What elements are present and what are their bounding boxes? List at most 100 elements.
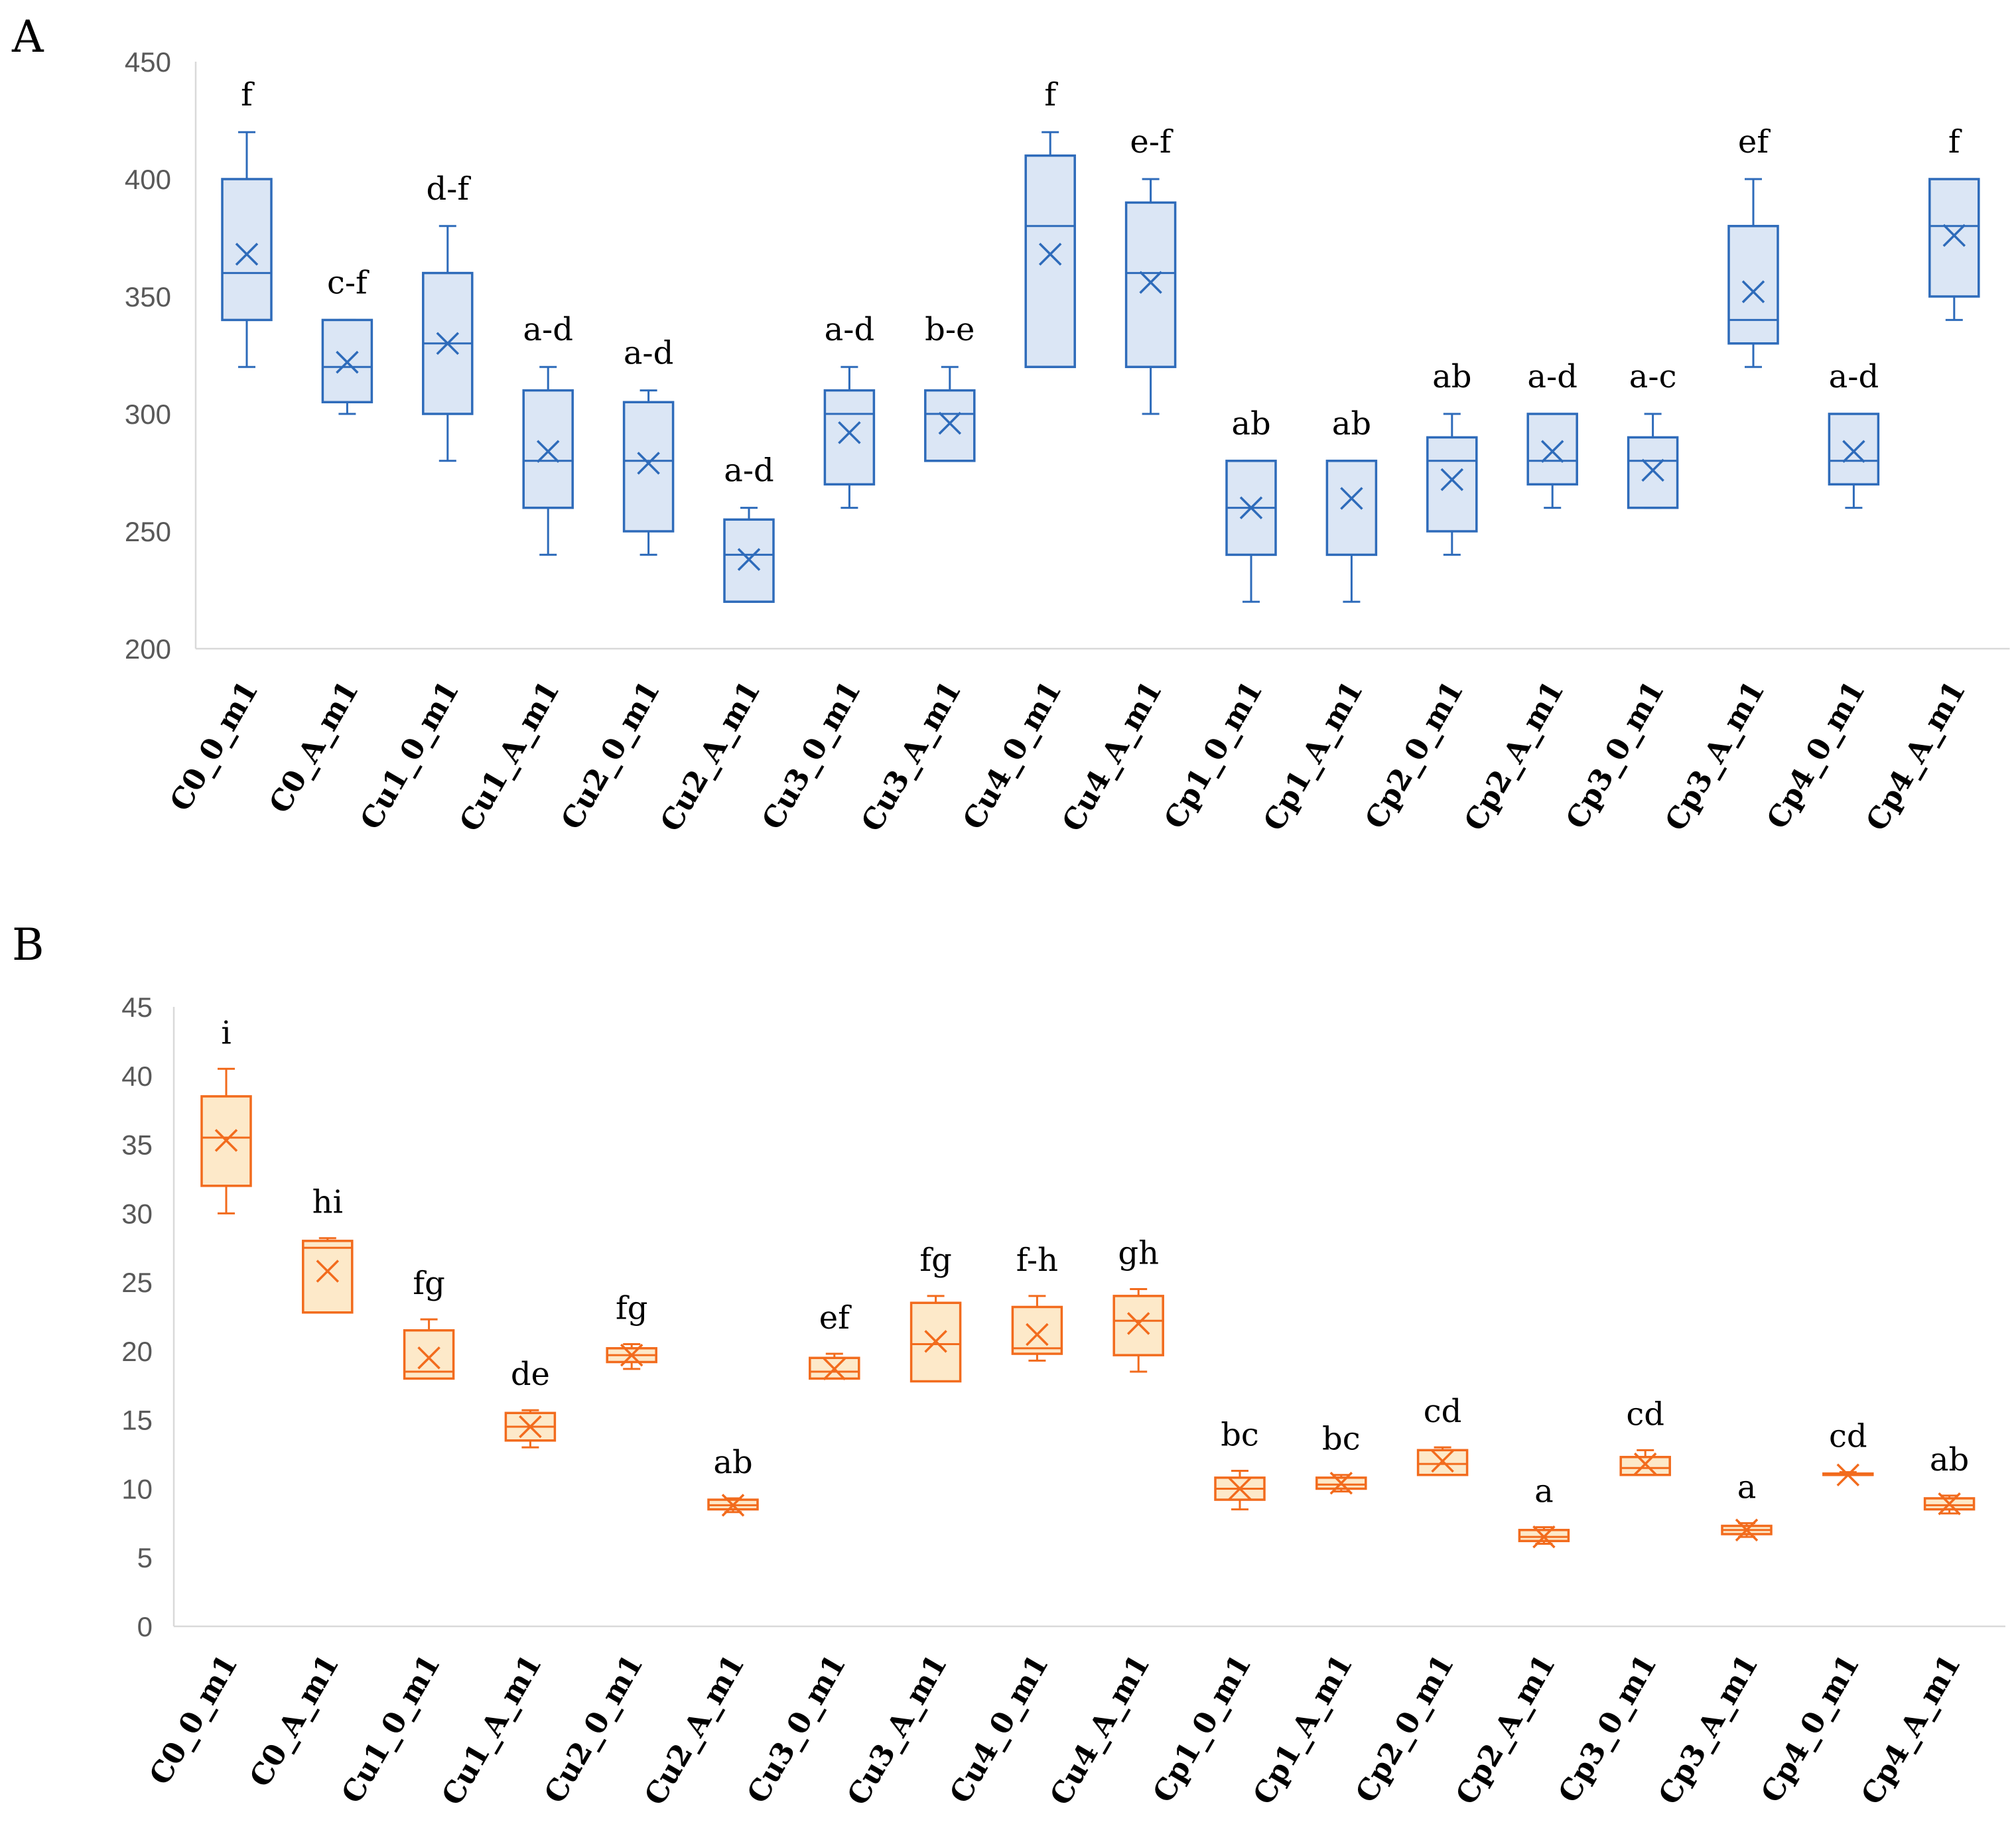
box-group	[1518, 1525, 1570, 1549]
significance-letter: a-d	[724, 452, 774, 490]
y-tick-label: 30	[121, 1198, 153, 1229]
chart-panel-a: A 200 250 300 350 400 450 f C0_0_m1 c-f C0_A_m1 d-…	[11, 11, 2010, 838]
significance-letter: cd	[1829, 1418, 1867, 1455]
significance-letter: f	[1044, 76, 1058, 113]
significance-letter: f	[241, 76, 255, 113]
y-tick-label: 350	[125, 281, 171, 312]
box-group	[1619, 1449, 1671, 1476]
box-group	[1024, 131, 1076, 368]
significance-letter: a-c	[1629, 358, 1677, 395]
box-group	[1325, 460, 1378, 603]
mean-marker	[1431, 1449, 1454, 1473]
mean-marker	[316, 1260, 340, 1283]
significance-letter: d-f	[426, 170, 471, 208]
box-iqr	[1426, 436, 1478, 533]
mean-marker	[1540, 440, 1564, 463]
y-tick-label: 15	[121, 1405, 153, 1436]
x-tick-label: Cu3_0_m1	[756, 675, 868, 836]
mean-marker	[1735, 1518, 1759, 1541]
x-tick-label: Cp4_A_m1	[1859, 675, 1972, 836]
significance-letter: fg	[919, 1242, 952, 1279]
box-group	[1416, 1446, 1469, 1476]
significance-letter: i	[221, 1014, 231, 1051]
significance-letter: e-f	[1130, 123, 1174, 161]
box-iqr	[1526, 413, 1578, 486]
box-group	[1923, 1492, 1976, 1516]
x-tick-label: Cp1_A_m1	[1246, 1649, 1359, 1810]
mean-marker	[1038, 243, 1062, 266]
box-iqr	[1124, 201, 1177, 368]
x-tick-label: C0_0_m1	[143, 1649, 245, 1791]
box-iqr	[1011, 1305, 1063, 1355]
significance-letter: fg	[616, 1290, 648, 1327]
significance-letter: ab	[1332, 405, 1371, 442]
x-tick-label: Cp3_A_m1	[1652, 1649, 1765, 1810]
y-tick-label: 0	[137, 1611, 153, 1642]
box-group	[403, 1318, 455, 1380]
significance-letter: a	[1534, 1473, 1554, 1510]
mean-marker	[1633, 1452, 1657, 1476]
x-tick-label: Cu3_0_m1	[740, 1649, 852, 1809]
y-tick-label: 25	[121, 1267, 153, 1298]
y-tick-label: 45	[121, 992, 153, 1023]
significance-letter: a-d	[1829, 358, 1879, 395]
mean-marker	[1440, 468, 1464, 491]
significance-letter: ef	[1738, 123, 1771, 161]
x-tick-label: Cu1_A_m1	[435, 1649, 549, 1811]
significance-letter: b-e	[925, 311, 974, 348]
box-group	[1214, 1469, 1266, 1511]
box-group	[622, 389, 675, 556]
panel-label-b: B	[12, 919, 44, 970]
x-tick-label: Cu1_0_m1	[354, 675, 466, 836]
x-tick-label: Cp3_A_m1	[1658, 675, 1771, 836]
x-tick-label: Cu3_A_m1	[840, 1649, 954, 1811]
box-group	[302, 1237, 354, 1314]
box-iqr	[622, 401, 675, 533]
mean-marker	[519, 1415, 542, 1439]
box-group	[1727, 178, 1779, 368]
y-tick-label: 450	[125, 46, 171, 78]
mean-marker	[1239, 496, 1263, 519]
mean-marker	[1842, 440, 1865, 463]
box-group	[522, 365, 574, 556]
box-group	[1828, 413, 1880, 509]
significance-letter: gh	[1118, 1234, 1159, 1272]
y-tick-label: 20	[121, 1336, 153, 1367]
box-group	[1011, 1295, 1063, 1362]
x-tick-label: Cp1_A_m1	[1257, 675, 1370, 836]
box-group	[221, 131, 273, 368]
mean-marker	[1329, 1471, 1353, 1495]
significance-letter: cd	[1424, 1393, 1462, 1430]
y-tick-label: 10	[121, 1473, 153, 1504]
mean-marker	[536, 440, 560, 463]
x-tick-label: C0_A_m1	[263, 675, 366, 819]
x-tick-label: Cp1_0_m1	[1146, 1649, 1258, 1808]
significance-letter: ef	[819, 1299, 852, 1337]
box-group	[1315, 1471, 1367, 1495]
significance-letter: cd	[1626, 1396, 1664, 1433]
x-tick-label: Cu2_0_m1	[555, 675, 667, 836]
box-iqr	[302, 1240, 354, 1314]
significance-letter: f	[1948, 123, 1962, 161]
mean-marker	[1340, 487, 1363, 510]
mean-marker	[721, 1494, 745, 1517]
box-iqr	[403, 1329, 455, 1380]
significance-letter: a-d	[825, 311, 875, 348]
mean-marker	[637, 452, 660, 475]
box-iqr	[823, 389, 876, 486]
significance-letter: ab	[1432, 358, 1471, 395]
box-group	[1124, 178, 1177, 415]
y-tick-label: 250	[125, 516, 171, 547]
x-tick-label: Cp2_0_m1	[1349, 1649, 1461, 1808]
mean-marker	[336, 350, 359, 374]
box-group	[909, 1295, 962, 1383]
significance-letter: f-h	[1016, 1242, 1058, 1279]
chart-panel-b: B 0 5 10 15 20 25 30 35 40 45 i C0_0_m1 hi C0_A_m1 fg C…	[12, 919, 2005, 1811]
box-group	[504, 1409, 557, 1449]
box-iqr	[1627, 436, 1679, 509]
box-group	[1112, 1287, 1164, 1373]
box-iqr	[1325, 460, 1378, 556]
mean-marker	[1126, 1312, 1150, 1335]
x-tick-label: Cu1_0_m1	[335, 1649, 447, 1809]
